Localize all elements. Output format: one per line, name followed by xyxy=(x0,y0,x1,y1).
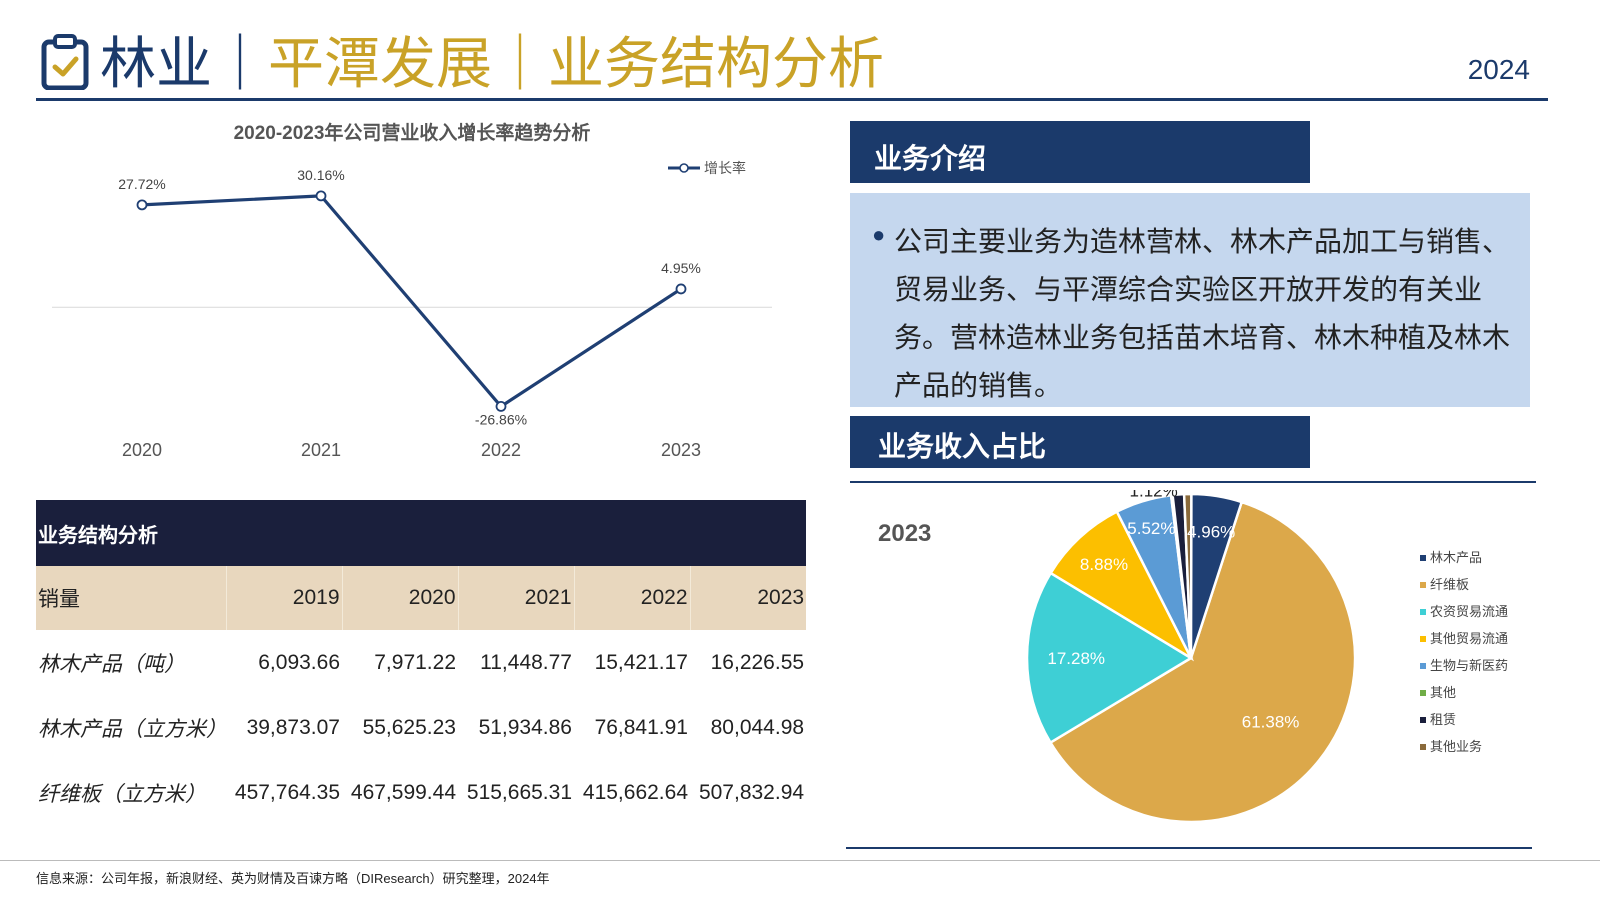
revenue-share-pie-chart: 4.96%61.38%17.28%8.88%5.52%0.71%1.12%林木产… xyxy=(1025,490,1508,824)
legend-swatch xyxy=(1420,555,1426,561)
data-point xyxy=(315,190,327,202)
share-divider-bottom xyxy=(846,847,1532,849)
legend-label: 其他业务 xyxy=(1430,739,1482,754)
line-chart-title: 2020-2023年公司营业收入增长率趋势分析 xyxy=(233,123,591,144)
title-segment: ｜ xyxy=(212,32,268,95)
legend-label: 农资贸易流通 xyxy=(1430,604,1508,619)
table-cell: 6,093.66 xyxy=(258,650,340,674)
x-tick-label: 2022 xyxy=(481,440,521,460)
growth-line-chart: 27.72% 30.16% -26.86% 4.95% 2020 2021 2022 2023… xyxy=(52,160,772,460)
table-cell: 15,421.17 xyxy=(594,650,688,674)
slice-label: 1.12% xyxy=(1130,490,1178,501)
table-cell: 7,971.22 xyxy=(374,650,456,674)
table-header-cell: 2022 xyxy=(573,566,690,630)
table-cell: 16,226.55 xyxy=(710,650,805,674)
table-header-cell: 销量 xyxy=(36,566,226,630)
legend-swatch xyxy=(1420,663,1426,669)
legend-label: 纤维板 xyxy=(1430,577,1469,592)
legend-swatch xyxy=(1420,582,1426,588)
table-row: 林木产品（吨） 6,093.66 7,971.22 11,448.77 15,4… xyxy=(36,630,806,695)
slice-label: 8.88% xyxy=(1080,555,1128,574)
table-cell: 515,665.31 xyxy=(466,780,572,804)
legend-marker xyxy=(679,163,689,173)
legend-label: 林木产品 xyxy=(1430,550,1482,565)
data-point xyxy=(675,283,687,295)
header-year: 2024 xyxy=(1467,54,1530,85)
intro-header-label: 业务介绍 xyxy=(874,143,987,174)
slice-label: 4.96% xyxy=(1187,523,1235,542)
table-cell: 507,832.94 xyxy=(698,780,805,804)
pie-year-label: 2023 xyxy=(878,520,932,547)
share-divider-top xyxy=(850,481,1536,483)
legend-label: 其他贸易流通 xyxy=(1430,631,1508,646)
table-cell: 林木产品（吨） xyxy=(38,652,185,676)
table-header-cell: 2020 xyxy=(341,566,458,630)
slice-label: 61.38% xyxy=(1242,712,1300,731)
x-tick-label: 2023 xyxy=(661,440,701,460)
growth-rate-line xyxy=(141,194,682,409)
table-header-cell: 2023 xyxy=(689,566,807,630)
data-label: 4.95% xyxy=(661,260,701,276)
data-label: 30.16% xyxy=(297,167,344,183)
table-cell: 467,599.44 xyxy=(350,780,456,804)
data-label: -26.86% xyxy=(475,411,527,427)
legend-swatch xyxy=(1420,744,1426,750)
slice-label: 5.52% xyxy=(1127,519,1175,538)
pie-slice xyxy=(1189,492,1244,659)
title-segment: 业务结构分析 xyxy=(548,32,884,95)
table-title: 业务结构分析 xyxy=(36,500,807,566)
footer-divider xyxy=(0,860,1600,861)
header-divider xyxy=(36,98,1548,101)
table-cell: 39,873.07 xyxy=(246,715,340,739)
data-point xyxy=(136,199,148,211)
page-title: 林业｜平潭发展｜业务结构分析 xyxy=(100,30,884,98)
share-header-bar xyxy=(850,416,1310,468)
x-tick-label: 2020 xyxy=(122,440,162,460)
title-segment: ｜ xyxy=(492,32,548,95)
legend-swatch xyxy=(1420,717,1426,723)
x-tick-label: 2021 xyxy=(301,440,341,460)
footer-source: 信息来源：公司年报，新浪财经、英为财情及百谏方略（DIResearch）研究整理… xyxy=(36,871,550,886)
data-label: 27.72% xyxy=(118,176,165,192)
legend-label: 租赁 xyxy=(1430,712,1456,727)
table-cell: 林木产品（立方米） xyxy=(38,717,227,741)
clipboard-check-icon xyxy=(40,34,90,91)
table-header-cell: 2019 xyxy=(225,566,342,630)
legend-label: 增长率 xyxy=(704,160,746,176)
table-header-row: 销量 2019 2020 2021 2022 2023 xyxy=(36,566,807,630)
table-row: 林木产品（立方米） 39,873.07 55,625.23 51,934.86 … xyxy=(36,695,806,760)
table-cell: 80,044.98 xyxy=(710,715,805,739)
legend-swatch xyxy=(1420,609,1426,615)
table-row: 纤维板（立方米） 457,764.35 467,599.44 515,665.3… xyxy=(36,760,806,825)
data-point xyxy=(495,401,507,412)
pie-slice xyxy=(1025,571,1194,745)
title-segment: 平潭发展 xyxy=(268,32,492,95)
legend-label: 生物与新医药 xyxy=(1430,658,1508,673)
table-cell: 415,662.64 xyxy=(582,780,688,804)
pie-slice xyxy=(1048,500,1357,824)
intro-text: 公司主要业务为造林营林、林木产品加工与销售、贸易业务、与平潭综合实验区开放开发的… xyxy=(894,226,1511,401)
intro-header-bar xyxy=(850,121,1310,183)
bullet-icon: ● xyxy=(872,222,886,247)
table-cell: 76,841.91 xyxy=(594,715,688,739)
slice-label: 17.28% xyxy=(1047,649,1105,668)
business-structure-table: 业务结构分析 销量 2019 2020 2021 2022 2023 林木产品（… xyxy=(36,500,807,825)
legend-swatch xyxy=(1420,636,1426,642)
table-cell: 55,625.23 xyxy=(362,715,456,739)
table-cell: 11,448.77 xyxy=(480,650,572,674)
table-cell: 纤维板（立方米） xyxy=(38,782,206,806)
table-cell: 457,764.35 xyxy=(234,780,340,804)
intro-box xyxy=(850,193,1530,407)
pie-slice xyxy=(1048,510,1195,662)
legend-swatch xyxy=(1420,690,1426,696)
share-header-label: 业务收入占比 xyxy=(878,431,1047,462)
legend-label: 其他 xyxy=(1430,685,1456,700)
table-header-cell: 2021 xyxy=(457,566,574,630)
title-segment: 林业 xyxy=(100,32,212,95)
table-cell: 51,934.86 xyxy=(478,715,572,739)
